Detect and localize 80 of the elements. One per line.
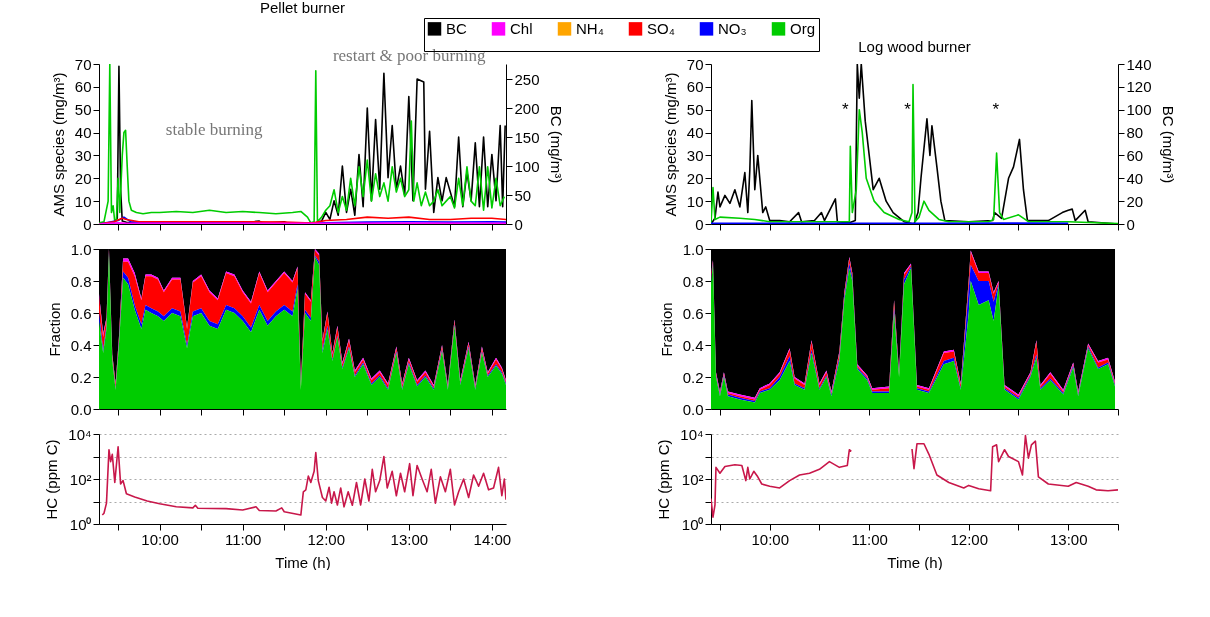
y2-tick-label: 50 xyxy=(514,186,532,204)
x-tick-label: 13:00 xyxy=(1049,530,1088,548)
y2-tick-label: 150 xyxy=(514,128,540,146)
y-tick-label: 40 xyxy=(686,124,704,142)
y-tick-label: 60 xyxy=(74,78,92,96)
y-tick-label: 40 xyxy=(74,124,92,142)
y-tick-label: 50 xyxy=(74,101,92,119)
y-tick-label: 0.8 xyxy=(70,272,92,290)
legend-label: NO₃ xyxy=(718,19,747,37)
y-tick-label: 10⁴ xyxy=(68,425,92,443)
legend-label: Org xyxy=(790,19,816,37)
y-tick-label: 0.2 xyxy=(682,368,704,386)
y2-tick-label: 0 xyxy=(1126,215,1135,233)
annotation: * xyxy=(904,100,912,120)
y-tick-label: 10² xyxy=(69,470,92,488)
y-tick-label: 0.0 xyxy=(70,400,92,418)
y2-tick-label: 20 xyxy=(1126,192,1144,210)
y-tick-label: 1.0 xyxy=(70,240,92,258)
y2-axis-title: BC (mg/m³) xyxy=(547,105,565,184)
y-tick-label: 20 xyxy=(74,169,92,187)
y-tick-label: 30 xyxy=(74,146,92,164)
y-tick-label: 60 xyxy=(686,78,704,96)
y2-tick-label: 250 xyxy=(514,70,540,88)
x-axis-title: Time (h) xyxy=(275,553,331,571)
x-axis-title: Time (h) xyxy=(887,553,943,571)
y-tick-label: 1.0 xyxy=(682,240,704,258)
x-tick-label: 12:00 xyxy=(307,530,346,548)
y2-axis-title: BC (mg/m³) xyxy=(1159,105,1177,184)
x-tick-label: 11:00 xyxy=(224,530,262,548)
y-tick-label: 10 xyxy=(74,192,92,210)
y-tick-label: 0 xyxy=(83,215,92,233)
y-tick-label: 70 xyxy=(74,55,92,73)
chart-title: Log wood burner xyxy=(858,38,971,55)
y-tick-label: 70 xyxy=(686,55,704,73)
y-tick-label: 0.6 xyxy=(682,304,704,322)
y-tick-label: 10² xyxy=(681,470,704,488)
legend-label: SO₄ xyxy=(647,19,675,37)
y-tick-label: 30 xyxy=(686,146,704,164)
annotation: stable burning xyxy=(165,119,264,139)
y-tick-label: 10⁴ xyxy=(680,425,704,443)
y2-tick-label: 100 xyxy=(1126,101,1152,119)
x-tick-label: 12:00 xyxy=(950,530,989,548)
y-axis-title: Fraction xyxy=(45,302,63,357)
y-tick-label: 0 xyxy=(695,215,704,233)
y-tick-label: 0.8 xyxy=(682,272,704,290)
y-tick-label: 0.6 xyxy=(70,304,92,322)
y2-tick-label: 0 xyxy=(514,215,523,233)
y-tick-label: 0.4 xyxy=(682,336,704,354)
y-axis-title: HC (ppm C) xyxy=(43,439,61,520)
y-tick-label: 20 xyxy=(686,169,704,187)
y2-tick-label: 80 xyxy=(1126,124,1144,142)
annotation: restart & poor burning xyxy=(332,46,486,65)
y-tick-label: 0.2 xyxy=(70,368,92,386)
legend-label: NH₄ xyxy=(576,19,604,37)
x-tick-label: 10:00 xyxy=(751,530,789,548)
y2-tick-label: 100 xyxy=(514,157,540,175)
legend-label: Chl xyxy=(510,19,533,37)
y-tick-label: 10⁰ xyxy=(681,515,704,533)
annotation: * xyxy=(992,100,1000,120)
x-tick-label: 13:00 xyxy=(390,530,429,548)
annotation: * xyxy=(842,100,849,120)
y-tick-label: 50 xyxy=(686,101,704,119)
legend-label: BC xyxy=(446,19,467,37)
chart-title: Pellet burner xyxy=(259,0,346,16)
y-axis-title: AMS species (mg/m³) xyxy=(661,72,679,217)
y-tick-label: 10 xyxy=(686,192,704,210)
y2-tick-label: 140 xyxy=(1126,55,1152,73)
y-axis-title: AMS species (mg/m³) xyxy=(49,72,67,217)
y-axis-title: Fraction xyxy=(657,302,675,357)
y-tick-label: 10⁰ xyxy=(69,515,92,533)
y2-tick-label: 60 xyxy=(1126,146,1144,164)
y-tick-label: 0.4 xyxy=(70,336,92,354)
x-tick-label: 14:00 xyxy=(473,530,512,548)
y2-tick-label: 40 xyxy=(1126,169,1144,187)
x-tick-label: 10:00 xyxy=(141,530,179,548)
y-tick-label: 0.0 xyxy=(682,400,704,418)
y2-tick-label: 200 xyxy=(514,99,540,117)
x-tick-label: 11:00 xyxy=(851,530,888,548)
y-axis-title: HC (ppm C) xyxy=(655,439,673,520)
y2-tick-label: 120 xyxy=(1126,78,1152,96)
